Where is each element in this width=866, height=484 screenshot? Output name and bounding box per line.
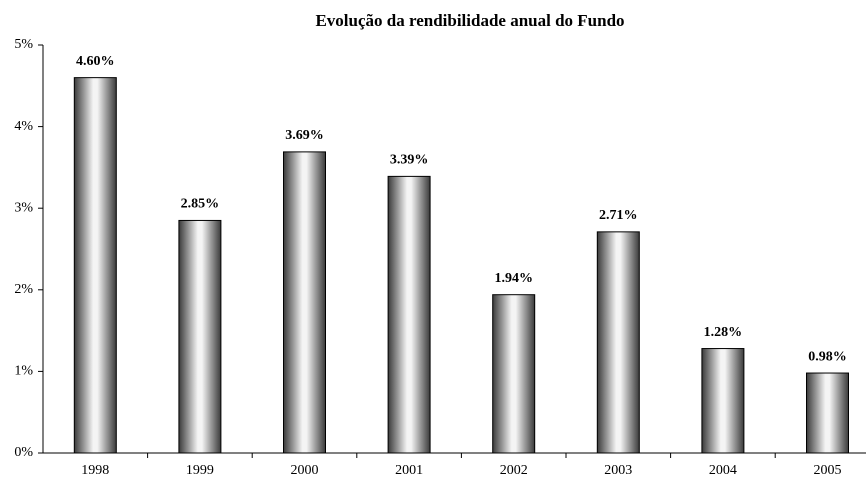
bar: [283, 151, 326, 454]
bar: [701, 348, 745, 454]
value-label: 0.98%: [808, 349, 847, 364]
value-label: 4.60%: [76, 54, 115, 69]
y-tick-label: 2%: [14, 282, 33, 297]
y-tick-label: 0%: [14, 445, 33, 460]
value-label: 2.71%: [599, 208, 638, 223]
value-label: 3.69%: [285, 128, 324, 143]
x-tick-label: 2004: [709, 463, 737, 478]
bar: [596, 231, 640, 454]
x-tick-label: 2002: [500, 463, 528, 478]
x-tick-label: 2003: [604, 463, 632, 478]
bar: [806, 372, 849, 454]
x-tick-label: 2005: [814, 463, 842, 478]
x-tick-label: 2000: [291, 463, 319, 478]
bar: [73, 77, 117, 454]
y-tick-label: 3%: [14, 200, 33, 215]
bar: [387, 175, 431, 454]
value-label: 1.94%: [494, 271, 533, 286]
x-tick-label: 2001: [395, 463, 423, 478]
value-label: 2.85%: [181, 197, 220, 212]
value-label: 1.28%: [704, 325, 743, 340]
x-tick-label: 1999: [186, 463, 214, 478]
value-label: 3.39%: [390, 153, 429, 168]
bar: [492, 294, 536, 454]
y-tick-label: 1%: [14, 364, 33, 379]
bar: [178, 219, 222, 454]
x-tick-label: 1998: [81, 463, 109, 478]
chart-title: Evolução da rendibilidade anual do Fundo: [315, 11, 624, 30]
y-tick-label: 5%: [14, 37, 33, 52]
y-tick-label: 4%: [14, 119, 33, 134]
